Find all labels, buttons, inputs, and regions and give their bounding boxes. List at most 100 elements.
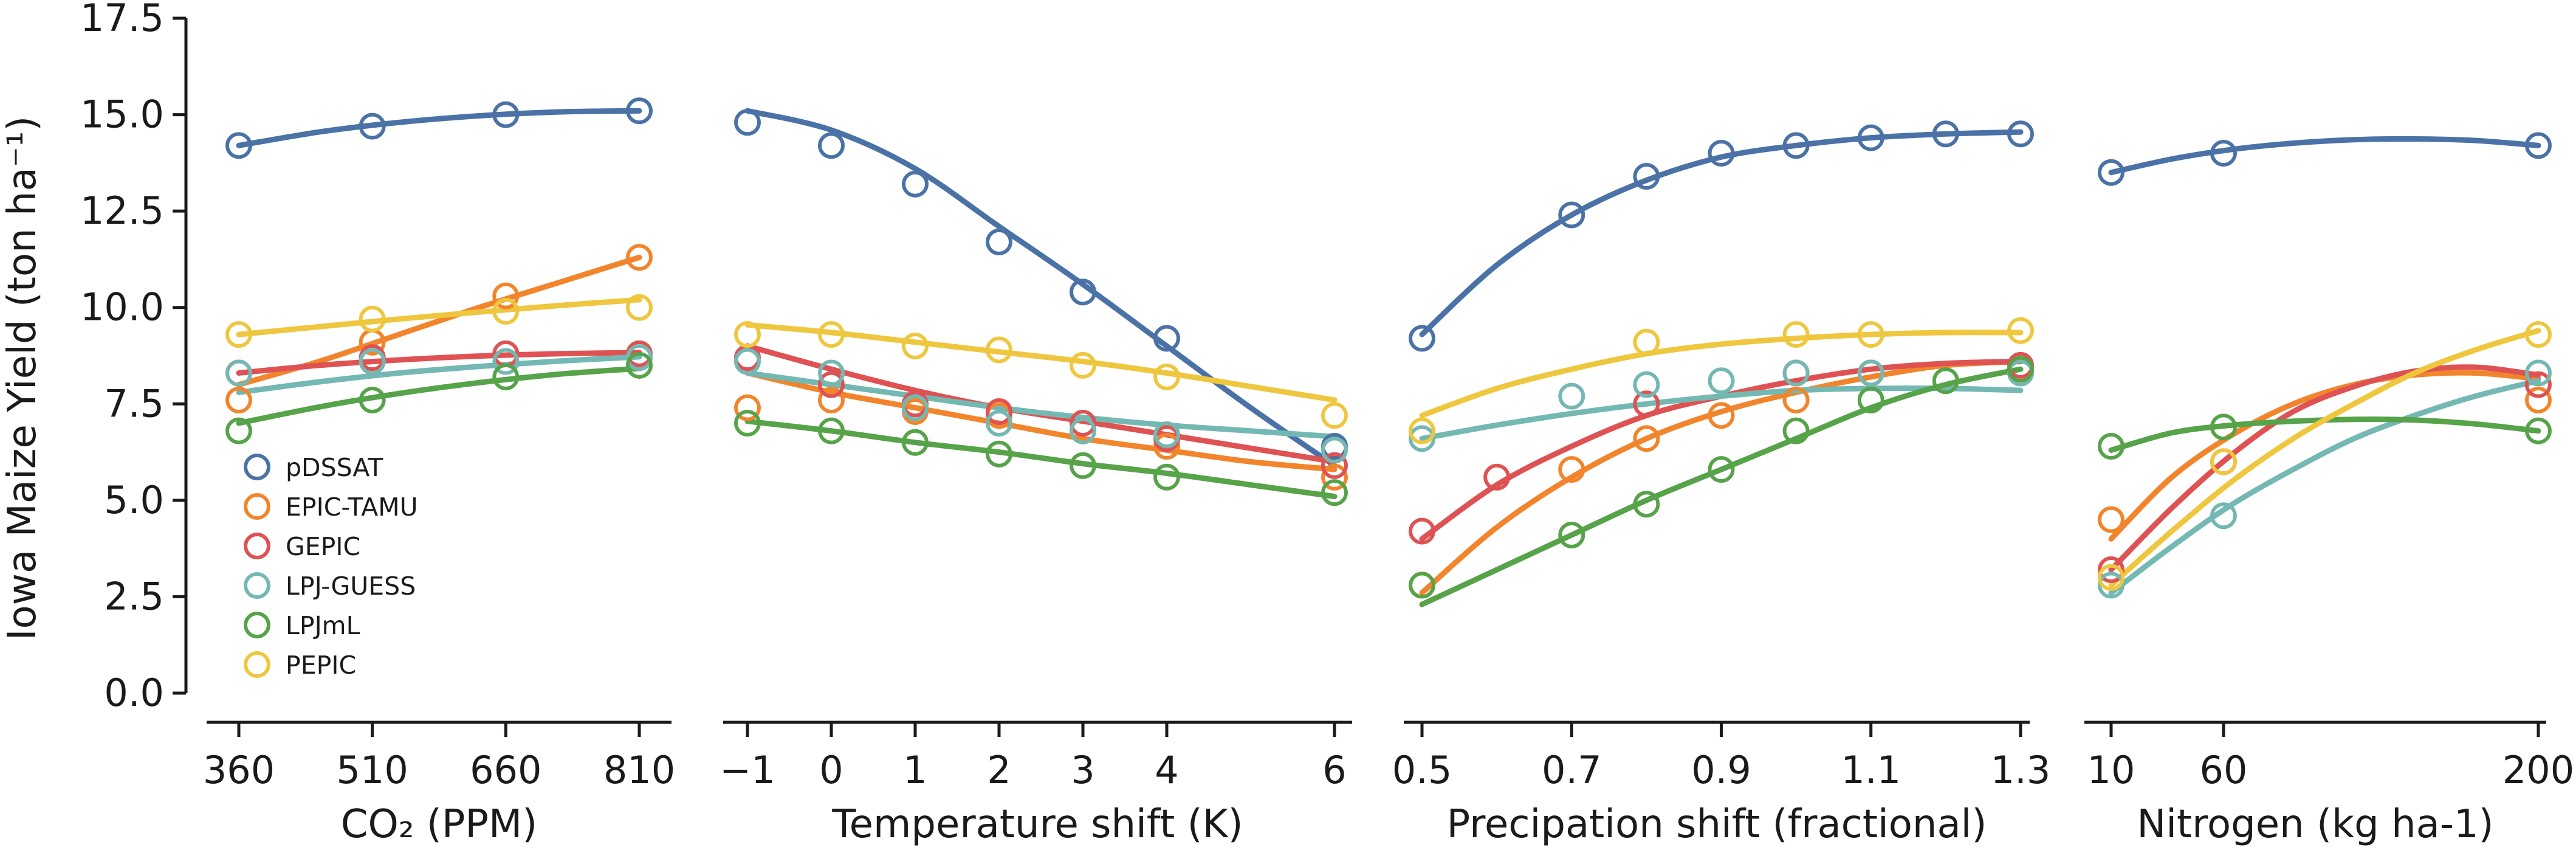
data-point-pepic <box>359 305 386 333</box>
data-point-pdssat <box>1857 124 1884 151</box>
data-point-pepic <box>902 333 929 360</box>
data-point-pdssat <box>1409 325 1435 352</box>
data-point-pdssat <box>2210 140 2237 167</box>
data-point-epic-tamu <box>1153 433 1180 460</box>
fit-line-pepic <box>2108 328 2541 588</box>
x-axis-title: CO₂ (PPM) <box>341 802 537 847</box>
fit-line-lpj-guess <box>744 370 1338 440</box>
data-point-pepic <box>1409 417 1435 444</box>
legend-marker-lpj-guess <box>244 572 270 599</box>
data-point-pdssat <box>1708 140 1735 167</box>
fit-line-lpjml <box>236 365 642 426</box>
data-point-pepic <box>1153 363 1180 390</box>
data-point-gepic <box>2098 556 2124 584</box>
data-point-gepic <box>1321 452 1348 479</box>
y-axis-title: Iowa Maize Yield (ton ha⁻¹) <box>0 116 45 641</box>
fit-line-pdssat <box>744 108 1338 469</box>
data-point-pepic <box>1070 351 1096 379</box>
data-point-pepic <box>2210 448 2237 475</box>
data-point-pdssat <box>1153 325 1180 352</box>
fit-line-epic-tamu <box>2108 370 2541 542</box>
legend-label-gepic: GEPIC <box>286 532 360 561</box>
data-point-pdssat <box>1070 278 1096 306</box>
data-point-epic-tamu <box>225 386 252 413</box>
panel-2: −1 0 1 2 3 4 6 Temperature shift (K) <box>720 108 1352 847</box>
data-point-pepic <box>2007 317 2034 344</box>
data-point-pepic <box>818 321 845 348</box>
data-point-pepic <box>734 321 761 348</box>
data-point-pepic <box>1321 402 1348 429</box>
data-point-lpjml <box>734 410 761 437</box>
legend-marker-lpjml <box>244 612 270 638</box>
data-point-lpjml <box>1409 572 1435 599</box>
x-tick-label: 0.7 <box>1542 748 1602 792</box>
y-tick-label: 17.5 <box>80 0 164 40</box>
y-tick-label: 15.0 <box>80 92 164 137</box>
data-point-lpjml <box>1782 417 1810 444</box>
x-tick-label: 2 <box>987 748 1011 792</box>
data-point-pepic <box>1782 321 1810 348</box>
data-point-lpjml <box>986 440 1012 468</box>
data-point-epic-tamu <box>818 386 845 413</box>
data-point-pepic <box>2098 564 2124 591</box>
data-point-lpj-guess <box>2525 359 2552 387</box>
y-tick-label: 0.0 <box>104 671 164 715</box>
legend-label-pdssat: pDSSAT <box>286 453 383 482</box>
data-point-epic-tamu <box>626 244 653 271</box>
data-point-lpj-guess <box>1409 425 1435 452</box>
data-point-epic-tamu <box>1633 425 1660 452</box>
x-tick-label: 4 <box>1155 748 1178 792</box>
data-point-pdssat <box>1782 132 1810 159</box>
x-tick-label: 3 <box>1071 748 1094 792</box>
data-point-pdssat <box>1932 120 1959 148</box>
data-point-pdssat <box>734 109 761 136</box>
data-point-lpjml <box>225 417 252 444</box>
data-point-pepic <box>626 294 653 321</box>
data-point-lpj-guess <box>1857 359 1884 387</box>
data-point-epic-tamu <box>492 282 520 309</box>
data-point-lpjml <box>1708 456 1735 483</box>
data-point-pepic <box>1633 328 1660 356</box>
data-point-pdssat <box>986 228 1012 255</box>
data-point-pepic <box>225 321 252 348</box>
legend-marker-pdssat <box>244 454 270 480</box>
data-point-lpj-guess <box>1321 437 1348 464</box>
legend-marker-epic-tamu <box>244 493 270 520</box>
fit-line-pdssat <box>2108 136 2541 176</box>
x-tick-label: 810 <box>603 748 675 792</box>
legend-marker-gepic <box>244 533 270 559</box>
data-point-lpjml <box>1321 479 1348 506</box>
data-point-pdssat <box>492 101 520 128</box>
data-point-lpj-guess <box>818 359 845 387</box>
data-point-gepic <box>818 371 845 398</box>
data-point-lpjml <box>1857 386 1884 413</box>
y-tick-label: 10.0 <box>80 285 164 330</box>
x-tick-label: 660 <box>470 748 541 792</box>
fit-line-lpjml <box>744 418 1338 499</box>
data-point-epic-tamu <box>1558 456 1585 483</box>
fit-line-gepic <box>236 350 642 376</box>
data-point-lpj-guess <box>2210 502 2237 530</box>
data-point-pepic <box>492 298 520 325</box>
x-axis-title: Temperature shift (K) <box>831 802 1243 847</box>
data-point-epic-tamu <box>1708 402 1735 429</box>
data-point-lpjml <box>1558 521 1585 548</box>
data-point-lpj-guess <box>1782 359 1810 387</box>
data-point-lpjml <box>2210 413 2237 441</box>
data-point-pdssat <box>1558 201 1585 229</box>
data-point-lpjml <box>2098 433 2124 460</box>
x-tick-label: −1 <box>720 748 775 792</box>
fit-line-gepic <box>2108 364 2541 573</box>
data-point-pdssat <box>626 97 653 125</box>
data-point-epic-tamu <box>2098 506 2124 533</box>
data-point-pdssat <box>2098 159 2124 186</box>
y-tick-label: 2.5 <box>104 574 164 618</box>
data-point-pdssat <box>2525 132 2552 159</box>
data-point-lpjml <box>1932 367 1959 395</box>
data-point-lpjml <box>626 351 653 379</box>
data-point-lpj-guess <box>1153 421 1180 449</box>
data-point-epic-tamu <box>1782 386 1810 413</box>
chart-panels: 360 510 660 810 CO₂ (PPM) −1 0 1 2 3 4 6 Temperature… <box>203 97 2574 847</box>
